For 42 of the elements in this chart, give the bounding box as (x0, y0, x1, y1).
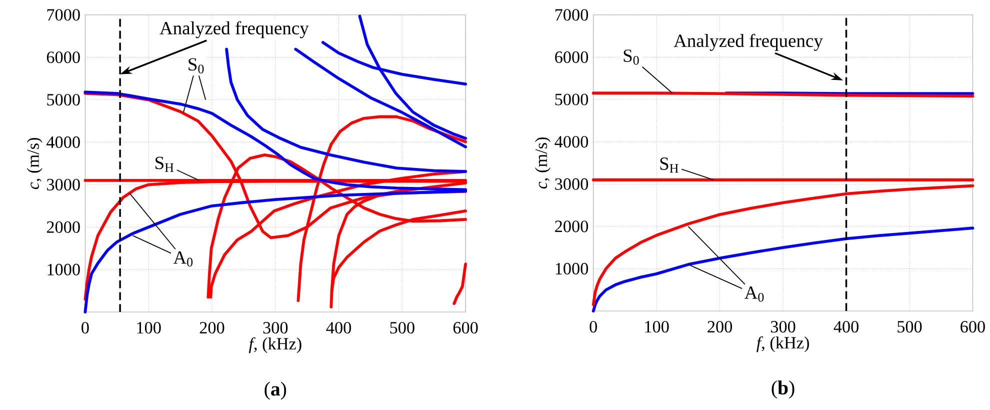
x-axis-title: f, (kHz) (248, 337, 302, 354)
x-tick-label: 300 (770, 320, 796, 333)
y-tick-label: 1000 (556, 262, 588, 274)
annotation: Analyzed frequency (160, 21, 309, 38)
x-axis-title: f, (kHz) (756, 336, 809, 352)
annotation: S$_{H}$ (660, 157, 678, 173)
x-tick-label: 400 (834, 320, 858, 333)
x-tick-label: 0 (82, 322, 89, 334)
x-tick-label: 200 (200, 322, 224, 334)
text: (a) (264, 382, 286, 400)
y-tick-label: 4000 (554, 136, 588, 148)
x-tick-label: 300 (263, 322, 288, 334)
x-tick-label: 600 (453, 322, 478, 334)
y-tick-label: 7000 (555, 9, 588, 21)
y-tick-label: 5000 (555, 94, 588, 106)
y-tick-label: 5000 (47, 94, 80, 106)
y-tick-label: 2000 (555, 220, 588, 232)
annotation: A$_{0}$ (173, 251, 193, 267)
x-tick-label: 0 (590, 320, 597, 333)
y-axis-title: c, (m/s) (26, 138, 42, 190)
x-tick-label: 500 (390, 322, 414, 334)
annotation: S$_{H}$ (156, 156, 174, 172)
x-tick-label: 100 (645, 320, 669, 333)
x-tick-label: 600 (960, 320, 985, 333)
annotation: S$_{0}$ (188, 58, 204, 74)
y-tick-label: 6000 (555, 51, 588, 63)
y-axis-title: c, (m/s) (534, 137, 551, 189)
y-tick-label: 2000 (46, 221, 80, 233)
x-tick-label: 100 (137, 322, 161, 334)
x-tick-label: 200 (708, 320, 732, 333)
x-tick-label: 500 (898, 320, 922, 333)
annotation: S$_{0}$ (624, 50, 639, 65)
y-tick-label: 4000 (46, 136, 80, 148)
y-tick-label: 6000 (46, 51, 80, 64)
y-tick-label: 1000 (48, 264, 80, 276)
y-tick-label: 3000 (555, 178, 588, 190)
y-tick-label: 3000 (47, 178, 80, 190)
text: (b) (772, 380, 794, 398)
annotation: A$_{0}$ (744, 286, 764, 302)
annotation: Analyzed frequency (674, 34, 823, 51)
y-tick-label: 7000 (47, 9, 80, 21)
x-tick-label: 400 (326, 322, 351, 334)
